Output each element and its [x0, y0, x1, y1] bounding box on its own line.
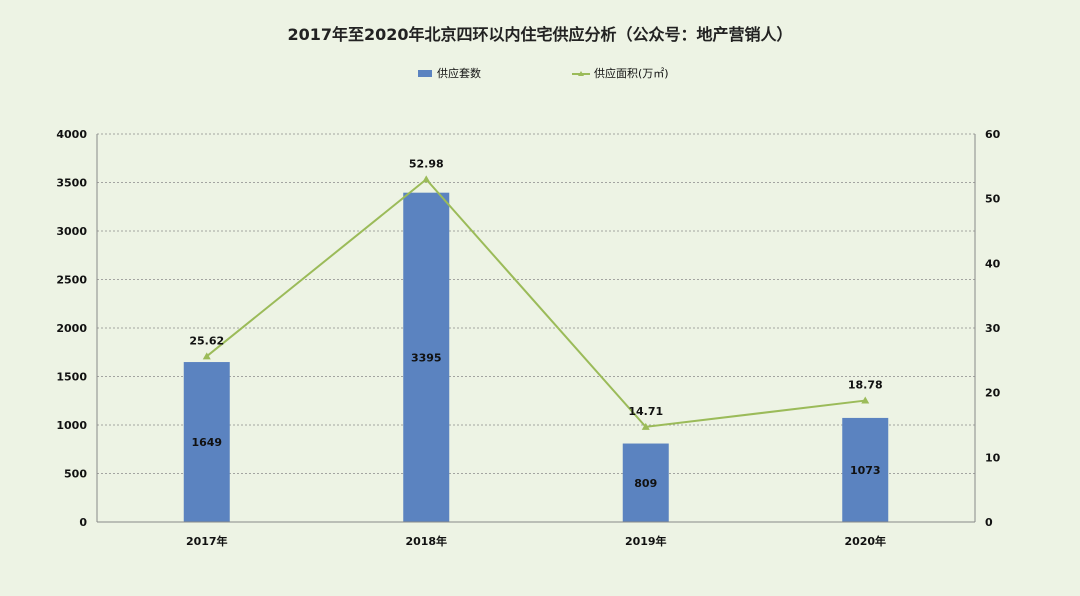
line-point [861, 396, 870, 404]
right-tick-label: 60 [985, 128, 1001, 141]
bar-value-label: 3395 [411, 351, 442, 364]
line-series [202, 175, 870, 430]
legend: 供应套数 供应面积(万㎡) [418, 66, 669, 80]
line-labels: 25.62 52.98 14.71 18.78 [189, 157, 882, 417]
line-point [202, 352, 211, 360]
legend-marker-line [578, 71, 584, 76]
x-tick-label: 2017年 [186, 534, 228, 548]
right-tick-label: 0 [985, 516, 993, 529]
left-tick-label: 2500 [56, 274, 87, 287]
right-tick-label: 40 [985, 257, 1001, 270]
left-tick-label: 1000 [56, 419, 87, 432]
x-tick-label: 2018年 [405, 534, 447, 548]
line-value-label: 18.78 [848, 379, 883, 392]
right-tick-label: 50 [985, 193, 1001, 206]
left-tick-label: 500 [64, 468, 87, 481]
bar-value-label: 1649 [191, 436, 222, 449]
left-tick-label: 0 [79, 516, 87, 529]
legend-swatch-bar [418, 70, 432, 77]
left-tick-label: 1500 [56, 371, 87, 384]
bar-value-label: 1073 [850, 464, 881, 477]
bar-labels: 1649 3395 809 1073 [191, 351, 880, 489]
left-tick-label: 4000 [56, 128, 87, 141]
bar-value-label: 809 [634, 477, 657, 490]
bar [183, 362, 230, 522]
line-point [641, 422, 650, 430]
line-point [422, 175, 431, 183]
right-tick-label: 20 [985, 387, 1001, 400]
x-axis-ticks: 2017年 2018年 2019年 2020年 [186, 534, 886, 548]
right-tick-label: 10 [985, 451, 1001, 464]
left-tick-label: 3000 [56, 225, 87, 238]
left-axis-ticks: 0 500 1000 1500 2000 2500 3000 3500 4000 [56, 128, 87, 529]
bar [842, 417, 889, 522]
legend-label-bar: 供应套数 [437, 66, 481, 80]
bar [622, 443, 669, 522]
line-path [206, 178, 866, 428]
line-value-label: 25.62 [189, 334, 224, 347]
bars [183, 192, 889, 522]
left-tick-label: 3500 [56, 177, 87, 190]
right-tick-label: 30 [985, 322, 1001, 335]
legend-label-line: 供应面积(万㎡) [594, 66, 669, 80]
right-axis-ticks: 0 10 20 30 40 50 60 [985, 128, 1001, 529]
line-value-label: 52.98 [409, 157, 444, 170]
line-value-label: 14.71 [628, 405, 663, 418]
chart-title: 2017年至2020年北京四环以内住宅供应分析（公众号：地产营销人） [287, 25, 792, 44]
bar [403, 192, 450, 522]
left-tick-label: 2000 [56, 322, 87, 335]
x-tick-label: 2020年 [844, 534, 886, 548]
x-tick-label: 2019年 [625, 534, 667, 548]
